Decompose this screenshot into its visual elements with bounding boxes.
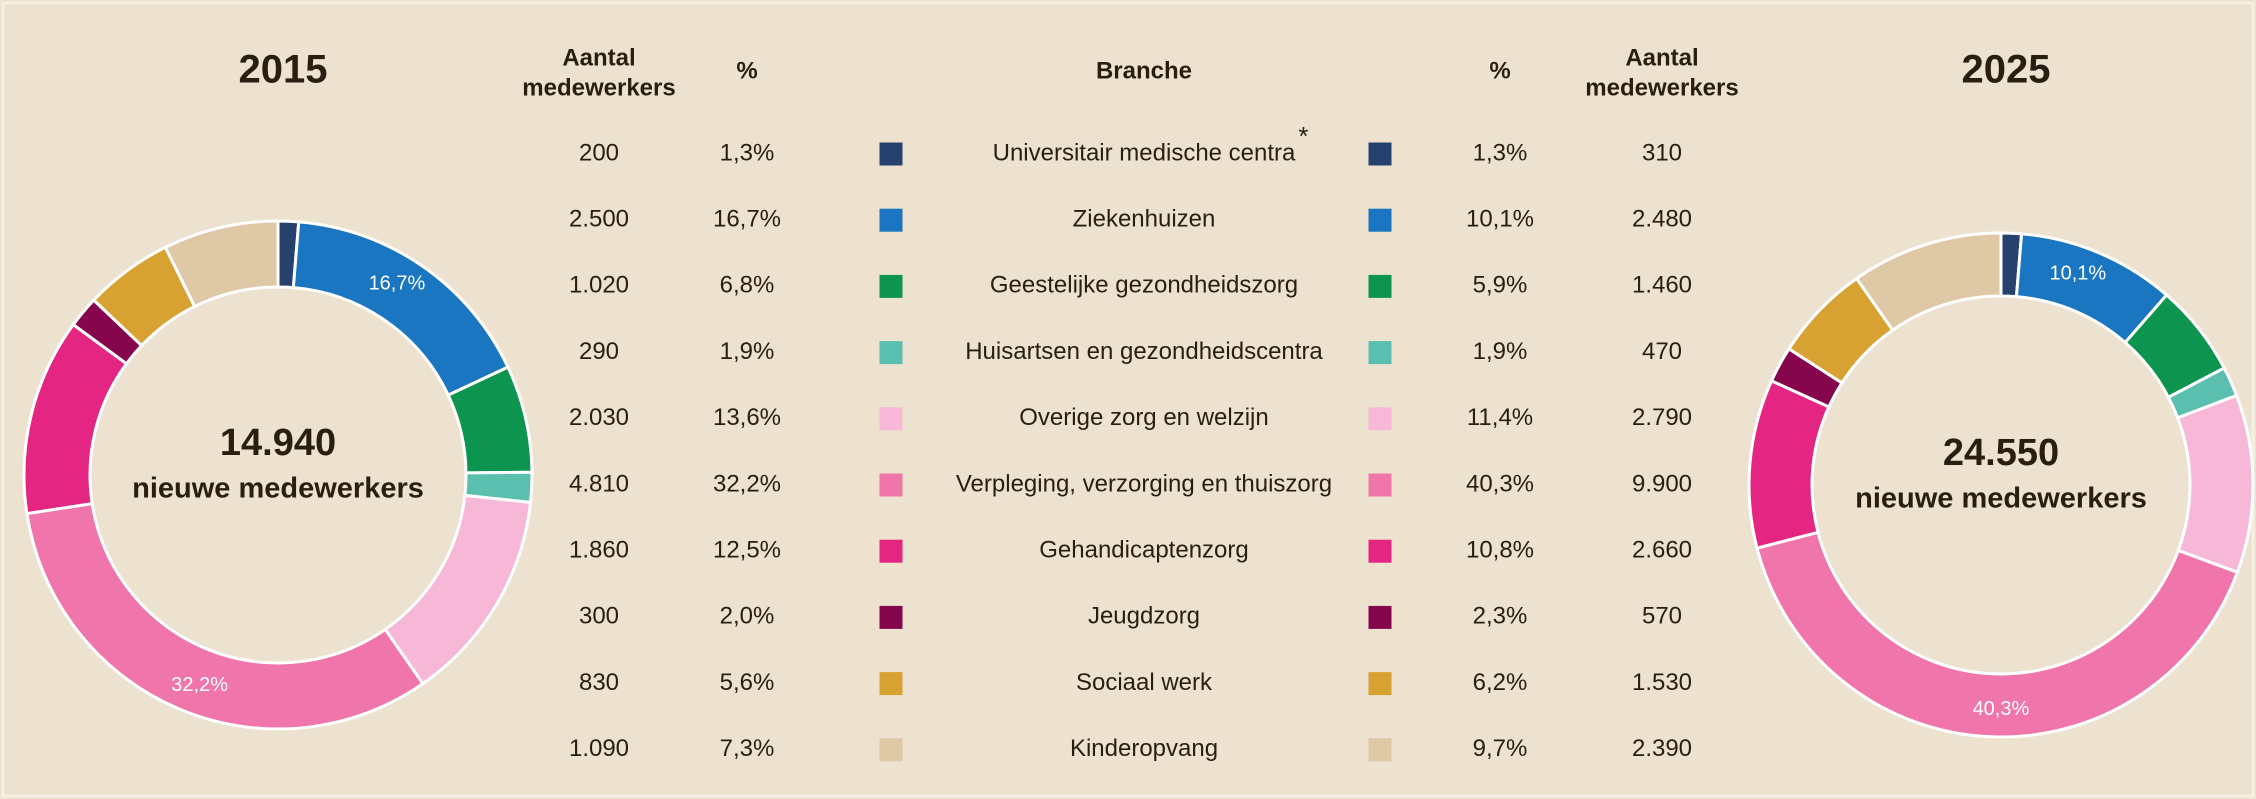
table-cell: 1.460 [1632,272,1692,299]
table-cell: 290 [579,338,619,365]
branch-name: Jeugdzorg [1088,603,1200,630]
table-cell: 1,9% [720,338,775,365]
legend-swatch [1368,473,1392,497]
table-cell: 9,7% [1473,735,1528,762]
legend-swatch [879,341,903,365]
branch-name: Universitair medische centra [993,139,1296,166]
legend-swatch [879,142,903,166]
column-header: Branche [1096,57,1192,84]
legend-swatch [879,605,903,629]
table-cell: 32,2% [713,470,781,497]
column-header: Aantal [1625,44,1698,71]
legend-swatch [1368,341,1392,365]
legend-swatch [879,539,903,563]
center-value: 24.550 [1943,432,2059,474]
table-cell: 40,3% [1466,470,1534,497]
table-cell: 12,5% [713,537,781,564]
chart-title: 2015 [239,48,328,92]
legend-swatch [1368,539,1392,563]
table-cell: 11,4% [1467,404,1533,431]
column-header: Aantal [562,44,635,71]
table-cell: 13,6% [713,404,781,431]
column-header: % [736,57,757,84]
table-cell: 830 [579,669,619,696]
legend-swatch [879,672,903,696]
donut-slice [25,501,425,731]
table-cell: 570 [1642,603,1682,630]
table-cell: 300 [579,603,619,630]
table-cell: 2,0% [720,603,775,630]
legend-swatch [879,473,903,497]
donut-slice [1755,530,2240,739]
table-cell: 2.030 [569,404,629,431]
branch-name: Geestelijke gezondheidszorg [990,272,1298,299]
legend-swatch [879,738,903,762]
table-cell: 6,2% [1473,669,1528,696]
center-label: nieuwe medewerkers [132,473,424,505]
legend-swatch [1368,208,1392,232]
legend-swatch [879,274,903,298]
table-cell: 10,8% [1466,537,1534,564]
legend-swatch [879,208,903,232]
center-label: nieuwe medewerkers [1855,483,2147,515]
table-cell: 5,9% [1473,272,1528,299]
branch-name: Ziekenhuizen [1073,206,1216,233]
table-cell: 1,3% [720,139,775,166]
table-cell: 2.390 [1632,735,1692,762]
branch-name: Gehandicaptenzorg [1039,537,1248,564]
table-cell: 1,9% [1473,338,1528,365]
slice-label: 16,7% [369,272,426,294]
table-cell: 200 [579,139,619,166]
legend-swatch [1368,605,1392,629]
table-cell: 9.900 [1632,470,1692,497]
table-cell: 470 [1642,338,1682,365]
legend-swatch [1368,142,1392,166]
table-cell: 2.660 [1632,537,1692,564]
table-cell: 10,1% [1466,206,1534,233]
table-cell: 4.810 [569,470,629,497]
branch-name: Verpleging, verzorging en thuiszorg [956,470,1332,497]
legend-swatch [1368,274,1392,298]
table-cell: 1.020 [569,272,629,299]
table-cell: 2,3% [1473,603,1528,630]
donut-slice [1854,231,2003,333]
table-cell: 1.530 [1632,669,1692,696]
slice-label: 10,1% [2049,262,2106,284]
table-cell: 1.090 [569,735,629,762]
donut-slice [163,219,280,309]
table-cell: 5,6% [720,669,775,696]
legend-swatch [1368,738,1392,762]
slice-label: 32,2% [171,674,228,696]
donut-hole [92,289,464,661]
donut-slice [2175,393,2255,575]
table-cell: 1.860 [569,537,629,564]
table-cell: 16,7% [713,206,781,233]
chart-title: 2025 [1962,48,2051,92]
legend-swatch [1368,672,1392,696]
table-cell: 2.500 [569,206,629,233]
branch-name: Sociaal werk [1076,669,1213,696]
legend-swatch [879,407,903,431]
branch-name: Kinderopvang [1070,735,1218,762]
table-cell: 310 [1642,139,1682,166]
branch-name: Huisartsen en gezondheidscentra [965,338,1323,365]
footnote-mark: * [1298,121,1308,151]
table-cell: 6,8% [720,272,775,299]
column-header: medewerkers [522,74,675,101]
slice-label: 40,3% [1973,698,2030,720]
table-cell: 2.480 [1632,206,1692,233]
table-cell: 7,3% [720,735,775,762]
column-header: % [1489,57,1510,84]
donut-hole [1814,298,2188,672]
table-cell: 1,3% [1473,139,1528,166]
branch-name: Overige zorg en welzijn [1019,404,1268,431]
column-header: medewerkers [1585,74,1738,101]
center-value: 14.940 [220,422,336,464]
table-cell: 2.790 [1632,404,1692,431]
legend-swatch [1368,407,1392,431]
